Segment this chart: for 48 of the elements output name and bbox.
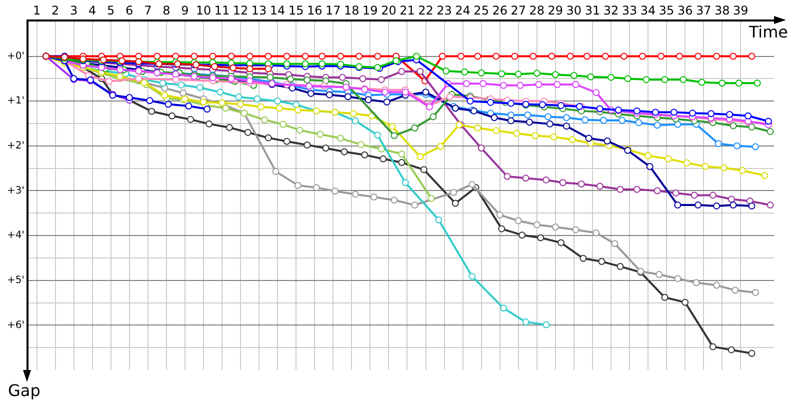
x-tick-label: 11	[214, 3, 230, 18]
x-tick-label: 37	[696, 3, 712, 18]
x-tick-label: 25	[474, 3, 489, 18]
x-tick-label: 35	[658, 3, 674, 18]
x-tick-label: 38	[714, 3, 730, 18]
x-tick-label: 26	[492, 3, 508, 18]
x-tick-label: 15	[288, 3, 304, 18]
x-tick-label: 3	[70, 3, 78, 18]
x-tick-label: 16	[306, 3, 322, 18]
x-tick-label: 7	[144, 3, 152, 18]
x-tick-label: 6	[126, 3, 134, 18]
x-tick-label: 8	[162, 3, 170, 18]
x-tick-label: 36	[677, 3, 693, 18]
x-tick-label: 27	[510, 3, 526, 18]
y-tick-label: +4'	[6, 230, 24, 242]
x-axis-title: Time	[748, 22, 788, 42]
x-tick-label: 5	[107, 3, 115, 18]
x-tick-label: 9	[181, 3, 189, 18]
x-tick-label: 10	[196, 3, 212, 18]
y-tick-label: +5'	[6, 274, 24, 286]
y-tick-label: +0'	[6, 50, 24, 62]
x-tick-label: 24	[455, 3, 470, 18]
x-tick-label: 4	[88, 3, 96, 18]
x-tick-label: 12	[232, 3, 248, 18]
y-axis-title: Gap	[8, 381, 40, 400]
x-tick-label: 21	[400, 3, 415, 18]
x-tick-label: 14	[270, 3, 286, 18]
x-tick-label: 34	[640, 3, 656, 18]
x-tick-label: 31	[584, 3, 600, 18]
x-tick-label: 23	[436, 3, 452, 18]
y-tick-label: +3'	[6, 185, 24, 196]
x-tick-label: 13	[251, 3, 267, 18]
y-tick-label: +6'	[6, 320, 24, 331]
y-tick-label: +2'	[6, 140, 24, 152]
x-tick-label: 19	[362, 3, 378, 18]
x-tick-label: 29	[548, 3, 564, 18]
x-tick-label: 20	[381, 3, 396, 18]
x-tick-label: 32	[603, 3, 619, 18]
x-tick-label: 17	[325, 3, 341, 18]
x-tick-label: 39	[733, 3, 748, 18]
x-tick-label: 28	[529, 3, 545, 18]
x-tick-label: 1	[32, 3, 41, 18]
x-tick-label: 22	[418, 3, 434, 18]
x-tick-label: 33	[622, 3, 638, 18]
x-tick-label: 2	[51, 3, 60, 18]
y-tick-label: +1'	[6, 96, 24, 107]
x-tick-label: 18	[344, 3, 360, 18]
x-tick-label: 30	[566, 3, 582, 18]
